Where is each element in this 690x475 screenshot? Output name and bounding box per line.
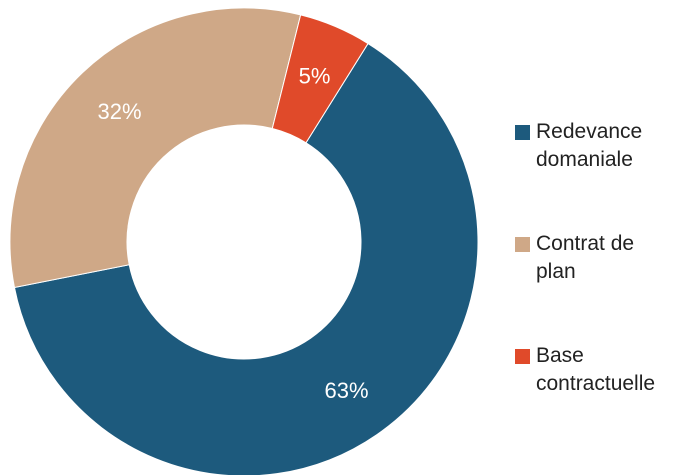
legend-label-base-contractuelle: Base contractuelle (536, 344, 656, 395)
data-label-contrat-de-plan: 32% (98, 99, 142, 124)
legend-swatch-base-contractuelle (515, 349, 530, 364)
data-label-redevance-domaniale: 63% (324, 378, 368, 403)
legend-swatch-contrat-de-plan (515, 237, 530, 252)
donut-chart: 63% 32% 5% (9, 7, 479, 475)
legend-item-contrat-de-plan: Contrat de plan (515, 230, 686, 286)
data-label-base-contractuelle: 5% (299, 63, 331, 88)
slice-contrat-de-plan (9, 7, 302, 289)
legend-item-base-contractuelle: Base contractuelle (515, 342, 686, 398)
legend-label-redevance-domaniale: Redevance domaniale (536, 120, 643, 171)
slice-redevance-domaniale (13, 42, 479, 475)
legend-swatch-redevance-domaniale (515, 125, 530, 140)
legend-label-contrat-de-plan: Contrat de plan (536, 232, 635, 283)
legend-item-redevance-domaniale: Redevance domaniale (515, 118, 686, 174)
slice-base-contractuelle (271, 14, 369, 144)
